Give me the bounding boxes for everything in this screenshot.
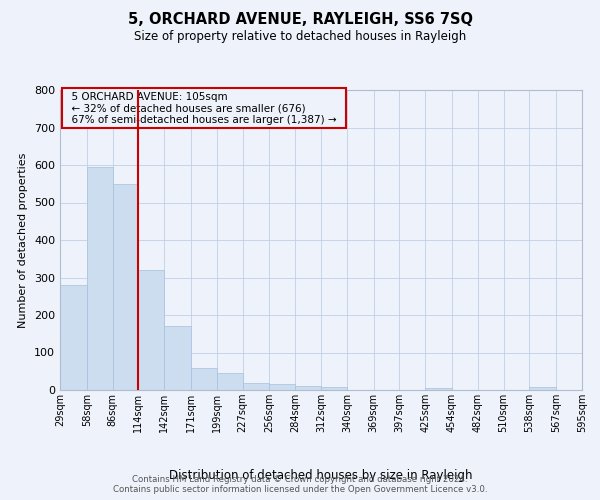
Text: Distribution of detached houses by size in Rayleigh: Distribution of detached houses by size … — [169, 470, 473, 482]
Bar — [217, 373, 242, 390]
Bar — [425, 388, 452, 390]
Bar — [529, 387, 556, 390]
Bar — [242, 382, 269, 390]
Bar — [164, 326, 191, 390]
Text: 5, ORCHARD AVENUE, RAYLEIGH, SS6 7SQ: 5, ORCHARD AVENUE, RAYLEIGH, SS6 7SQ — [128, 12, 473, 28]
Bar — [191, 368, 217, 390]
Text: 5 ORCHARD AVENUE: 105sqm  
  ← 32% of detached houses are smaller (676)  
  67% : 5 ORCHARD AVENUE: 105sqm ← 32% of detach… — [65, 92, 343, 124]
Y-axis label: Number of detached properties: Number of detached properties — [19, 152, 28, 328]
Text: Contains HM Land Registry data © Crown copyright and database right 2024.
Contai: Contains HM Land Registry data © Crown c… — [113, 474, 487, 494]
Bar — [295, 386, 321, 390]
Bar — [139, 270, 164, 390]
Bar — [269, 384, 295, 390]
Text: Size of property relative to detached houses in Rayleigh: Size of property relative to detached ho… — [134, 30, 466, 43]
Bar — [113, 184, 139, 390]
Bar — [87, 167, 113, 390]
Bar — [60, 285, 87, 390]
Bar — [321, 387, 347, 390]
